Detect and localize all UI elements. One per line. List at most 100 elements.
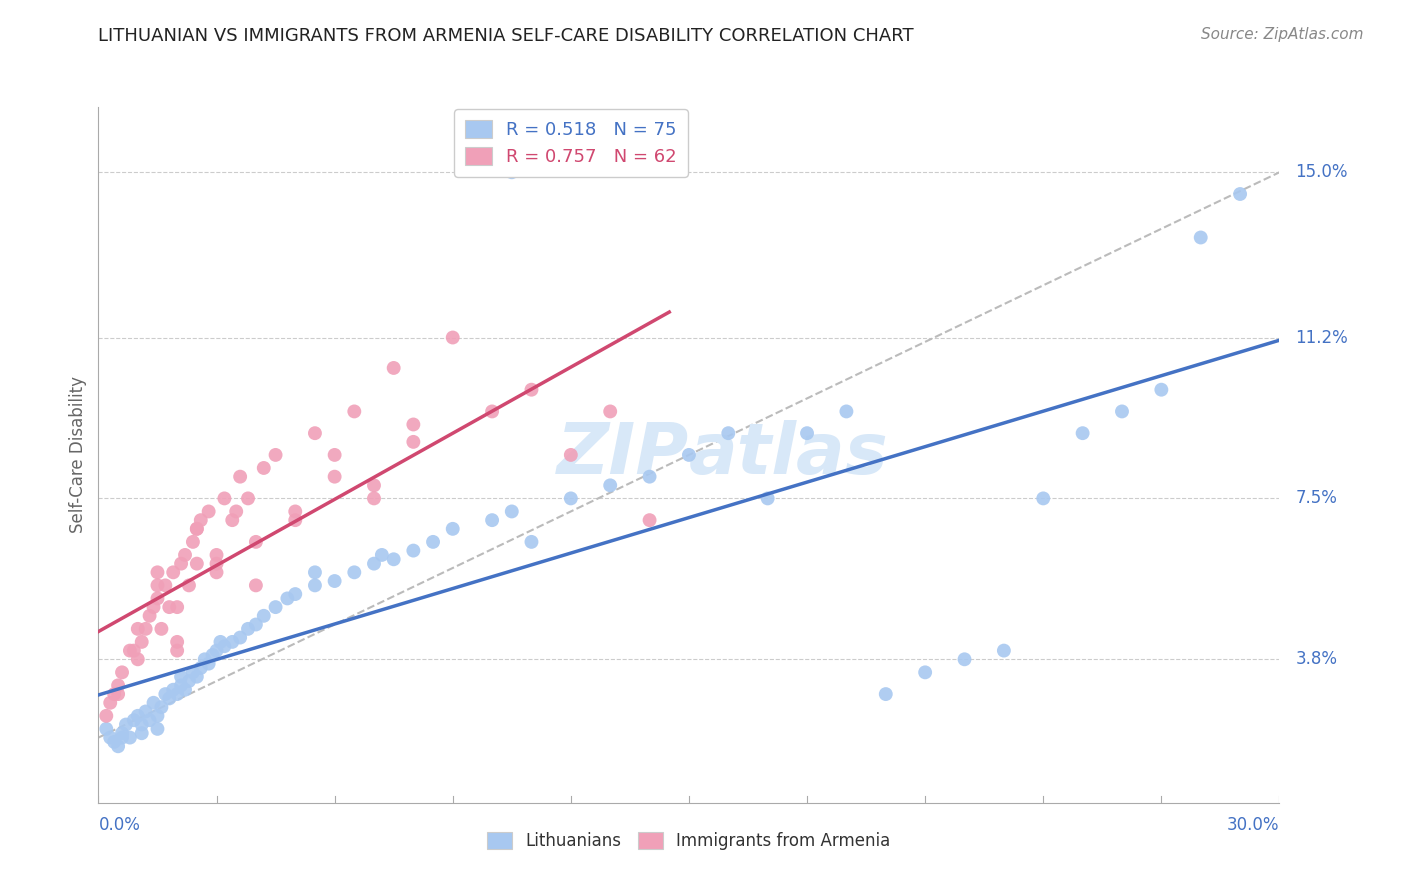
- Point: [122, 713, 145, 727]
- Point: [422, 534, 444, 549]
- Point: [155, 687, 177, 701]
- Point: [146, 591, 169, 606]
- Point: [501, 504, 523, 518]
- Point: [382, 360, 405, 375]
- Point: [221, 513, 243, 527]
- Point: [177, 674, 200, 689]
- Point: [186, 557, 208, 571]
- Point: [174, 548, 197, 562]
- Point: [229, 469, 252, 483]
- Point: [142, 600, 165, 615]
- Point: [197, 657, 219, 671]
- Point: [107, 678, 129, 692]
- Point: [131, 726, 153, 740]
- Point: [323, 574, 346, 588]
- Point: [441, 522, 464, 536]
- Point: [253, 608, 276, 623]
- Point: [170, 678, 193, 692]
- Point: [756, 491, 779, 506]
- Point: [190, 661, 212, 675]
- Point: [96, 722, 118, 736]
- Point: [111, 731, 134, 745]
- Point: [1189, 230, 1212, 244]
- Point: [146, 708, 169, 723]
- Point: [560, 448, 582, 462]
- Point: [1032, 491, 1054, 506]
- Point: [236, 491, 259, 506]
- Text: ZIP: ZIP: [557, 420, 689, 490]
- Point: [638, 469, 661, 483]
- Point: [371, 548, 394, 562]
- Point: [678, 448, 700, 462]
- Point: [138, 713, 160, 727]
- Point: [96, 708, 118, 723]
- Point: [264, 448, 287, 462]
- Point: [214, 639, 236, 653]
- Point: [131, 717, 153, 731]
- Point: [146, 722, 169, 736]
- Point: [638, 513, 661, 527]
- Point: [304, 578, 326, 592]
- Point: [162, 566, 184, 580]
- Point: [157, 691, 180, 706]
- Point: [253, 461, 276, 475]
- Point: [520, 383, 543, 397]
- Point: [135, 705, 157, 719]
- Point: [111, 665, 134, 680]
- Point: [177, 578, 200, 592]
- Point: [599, 478, 621, 492]
- Point: [245, 534, 267, 549]
- Point: [245, 578, 267, 592]
- Point: [146, 578, 169, 592]
- Point: [284, 587, 307, 601]
- Point: [131, 635, 153, 649]
- Point: [122, 643, 145, 657]
- Point: [138, 608, 160, 623]
- Point: [229, 631, 252, 645]
- Point: [501, 165, 523, 179]
- Point: [115, 717, 138, 731]
- Point: [155, 578, 177, 592]
- Point: [1111, 404, 1133, 418]
- Point: [914, 665, 936, 680]
- Point: [953, 652, 976, 666]
- Point: [221, 635, 243, 649]
- Point: [402, 434, 425, 449]
- Text: 15.0%: 15.0%: [1295, 163, 1348, 181]
- Point: [284, 513, 307, 527]
- Point: [304, 566, 326, 580]
- Text: Source: ZipAtlas.com: Source: ZipAtlas.com: [1201, 27, 1364, 42]
- Point: [304, 426, 326, 441]
- Point: [186, 670, 208, 684]
- Point: [181, 534, 204, 549]
- Point: [402, 543, 425, 558]
- Point: [166, 635, 188, 649]
- Point: [103, 735, 125, 749]
- Point: [363, 491, 385, 506]
- Point: [264, 600, 287, 615]
- Point: [481, 513, 503, 527]
- Point: [1071, 426, 1094, 441]
- Point: [107, 687, 129, 701]
- Text: 30.0%: 30.0%: [1227, 816, 1279, 834]
- Text: 7.5%: 7.5%: [1295, 490, 1337, 508]
- Point: [166, 687, 188, 701]
- Point: [323, 448, 346, 462]
- Y-axis label: Self-Care Disability: Self-Care Disability: [69, 376, 87, 533]
- Point: [363, 557, 385, 571]
- Point: [441, 330, 464, 344]
- Point: [245, 617, 267, 632]
- Point: [481, 404, 503, 418]
- Point: [181, 665, 204, 680]
- Point: [599, 404, 621, 418]
- Point: [209, 635, 232, 649]
- Point: [107, 739, 129, 754]
- Point: [103, 687, 125, 701]
- Point: [875, 687, 897, 701]
- Point: [127, 652, 149, 666]
- Point: [142, 696, 165, 710]
- Point: [993, 643, 1015, 657]
- Point: [343, 566, 366, 580]
- Point: [1229, 186, 1251, 201]
- Point: [343, 404, 366, 418]
